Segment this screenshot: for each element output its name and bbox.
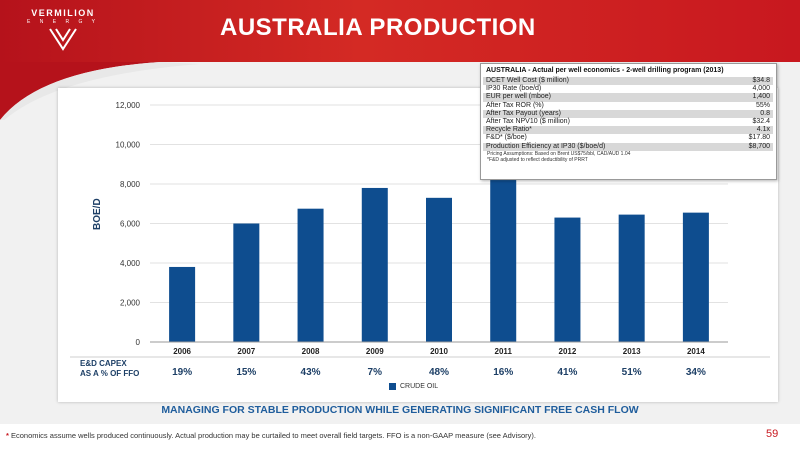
- bar: [233, 223, 260, 342]
- bottom-heading: MANAGING FOR STABLE PRODUCTION WHILE GEN…: [161, 404, 639, 416]
- economics-row-label: IP30 Rate (boe/d): [486, 85, 542, 93]
- economics-note-pricing: Pricing Assumptions: Based on Brent US$7…: [487, 150, 631, 157]
- economics-row-value: $8,700: [720, 142, 773, 151]
- capex-value: 41%: [557, 367, 577, 378]
- economics-row-value: $34.8: [720, 77, 773, 86]
- y-tick-label: 10,000: [116, 141, 141, 150]
- capex-value: 51%: [622, 367, 642, 378]
- bar: [554, 217, 581, 342]
- economics-row-label: Production Efficiency at IP30 ($/boe/d): [483, 142, 721, 151]
- x-tick-label: 2008: [302, 347, 320, 356]
- capex-value: 19%: [172, 367, 192, 378]
- economics-table: DCET Well Cost ($ million) $34.8 IP30 Rate…: [483, 77, 773, 151]
- x-tick-label: 2014: [687, 347, 705, 356]
- x-tick-label: 2013: [623, 347, 641, 356]
- economics-row-label: F&D* ($/boe): [486, 134, 527, 142]
- bar: [169, 266, 196, 342]
- economics-row: After Tax NPV10 ($ million) $32.4: [483, 118, 773, 126]
- y-tick-label: 6,000: [120, 220, 141, 229]
- chart-legend: CRUDE OIL: [389, 383, 438, 390]
- x-tick-label: 2009: [366, 347, 384, 356]
- economics-row: IP30 Rate (boe/d) 4,000: [483, 85, 773, 93]
- economics-row-label: After Tax NPV10 ($ million): [486, 118, 570, 126]
- footnote-star: *: [6, 431, 9, 440]
- page-title: AUSTRALIA PRODUCTION: [220, 14, 536, 41]
- economics-row-value: 55%: [755, 101, 770, 109]
- vermilion-logo: VERMILION E N E R G Y: [22, 8, 104, 58]
- page-number: 59: [766, 428, 779, 440]
- y-tick-label: 8,000: [120, 180, 141, 189]
- economics-row-value: 0.8: [720, 109, 773, 119]
- y-tick-label: 0: [136, 338, 141, 347]
- y-tick-label: 12,000: [116, 101, 141, 110]
- x-tick-label: 2010: [430, 347, 448, 356]
- economics-row-label: Recycle Ratio*: [483, 126, 721, 135]
- capex-value: 43%: [301, 367, 321, 378]
- capex-label-line1: E&D CAPEX: [80, 359, 127, 368]
- capex-value: 48%: [429, 367, 449, 378]
- x-tick-label: 2007: [237, 347, 255, 356]
- footnote: * Economics assume wells produced contin…: [6, 431, 536, 440]
- economics-table-title: AUSTRALIA - Actual per well economics - …: [486, 67, 724, 74]
- economics-row-label: EUR per well (mboe): [483, 93, 721, 102]
- bar: [297, 208, 324, 342]
- economics-table-box: AUSTRALIA - Actual per well economics - …: [480, 63, 777, 180]
- y-tick-label: 2,000: [120, 299, 141, 308]
- economics-row: After Tax Payout (years) 0.8: [483, 109, 773, 119]
- economics-row: Production Efficiency at IP30 ($/boe/d) $…: [483, 142, 773, 151]
- economics-row: EUR per well (mboe) 1,400: [483, 93, 773, 102]
- legend-swatch-crude-oil: [389, 383, 396, 390]
- y-tick-label: 4,000: [120, 259, 141, 268]
- bar: [426, 197, 452, 342]
- economics-row: F&D* ($/boe) $17.80: [483, 134, 773, 142]
- economics-row-label: DCET Well Cost ($ million): [483, 77, 721, 86]
- economics-row-value: 4.1x: [720, 126, 773, 135]
- bar: [361, 187, 388, 342]
- capex-value: 34%: [686, 367, 706, 378]
- bar: [490, 180, 517, 342]
- economics-note-fd: *F&D adjusted to reflect deductibility o…: [487, 156, 588, 163]
- footer-band: [0, 424, 800, 450]
- economics-row: Recycle Ratio* 4.1x: [483, 126, 773, 135]
- bar: [618, 214, 645, 342]
- bar: [682, 212, 709, 342]
- economics-row-value: $32.4: [752, 118, 770, 126]
- x-tick-label: 2006: [173, 347, 191, 356]
- capex-value: 16%: [493, 367, 513, 378]
- capex-row-label: E&D CAPEX AS A % OF FFO: [80, 359, 139, 379]
- capex-value: 15%: [236, 367, 256, 378]
- capex-value: 7%: [368, 367, 383, 378]
- x-tick-label: 2011: [495, 347, 513, 356]
- y-axis-label: BOE/D: [92, 198, 103, 230]
- economics-row-label: After Tax Payout (years): [483, 109, 721, 119]
- footnote-text: Economics assume wells produced continuo…: [8, 431, 536, 440]
- header-band: [0, 0, 800, 62]
- economics-row-label: After Tax ROR (%): [486, 101, 544, 109]
- capex-label-line2: AS A % OF FFO: [80, 369, 140, 378]
- economics-row-value: $17.80: [748, 134, 770, 142]
- economics-row-value: 1,400: [720, 93, 773, 102]
- economics-row: After Tax ROR (%) 55%: [483, 102, 773, 110]
- economics-row-value: 4,000: [752, 85, 770, 93]
- logo-chevron-icon: [49, 28, 77, 51]
- header-swoosh: [0, 62, 200, 120]
- x-tick-label: 2012: [559, 347, 577, 356]
- economics-row: DCET Well Cost ($ million) $34.8: [483, 77, 773, 86]
- legend-label-crude-oil: CRUDE OIL: [400, 383, 439, 390]
